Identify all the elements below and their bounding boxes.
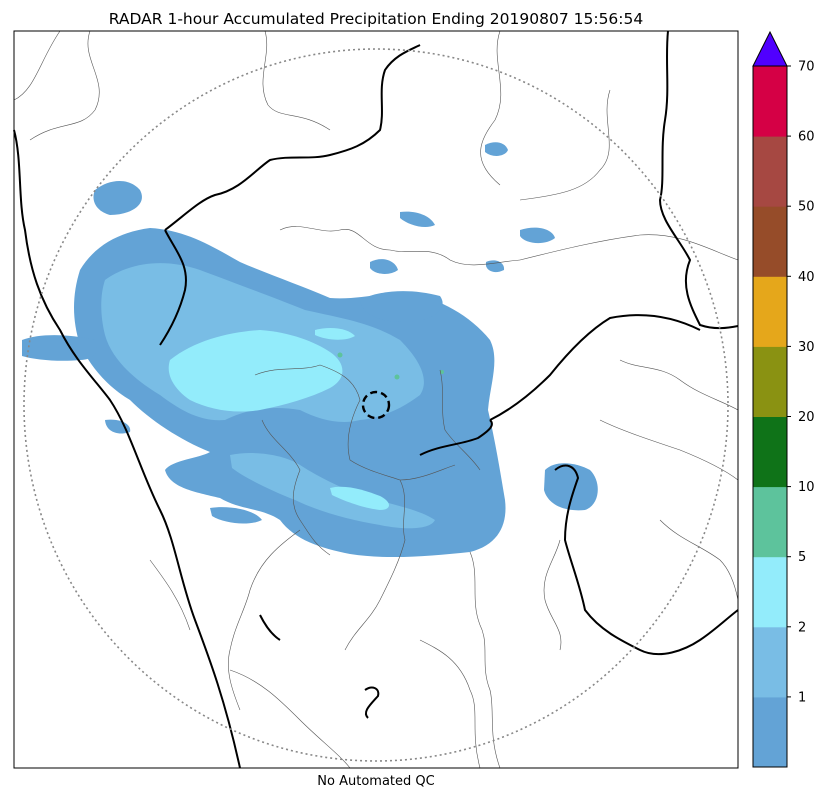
radar-site-marker — [361, 390, 391, 420]
colorbar-tick-label-1: 1 — [798, 690, 806, 705]
colorbar-bin-50-60 — [753, 136, 787, 207]
colorbar-tick-label-60: 60 — [798, 130, 815, 145]
precip-layer-5-10 — [337, 352, 444, 380]
colorbar-tick-label-2: 2 — [798, 620, 806, 635]
colorbar-bin-60-70 — [753, 66, 787, 137]
colorbar-bin-2-5 — [753, 556, 787, 628]
district-boundaries — [13, 30, 739, 769]
colorbar-bin-0-1 — [753, 696, 787, 768]
radar-range-ring — [23, 48, 729, 762]
map-panel — [13, 30, 739, 769]
precip-layer-2-5 — [168, 328, 389, 510]
qc-footer-label: No Automated QC — [317, 774, 434, 789]
colorbar-tick-label-20: 20 — [798, 410, 815, 425]
colorbar-bin-1-2 — [753, 626, 787, 698]
colorbar-tick-label-30: 30 — [798, 340, 815, 355]
colorbar-tick-label-50: 50 — [798, 200, 815, 215]
colorbar-bin-20-30 — [753, 346, 787, 417]
map-frame — [13, 30, 739, 769]
colorbar-bin-10-20 — [753, 416, 787, 488]
colorbar: 1 2 5 10 20 30 40 50 60 70 — [752, 30, 815, 768]
colorbar-extend-arrow — [752, 30, 788, 67]
colorbar-tick-label-10: 10 — [798, 480, 815, 495]
colorbar-bin-40-50 — [753, 206, 787, 277]
colorbar-tick-label-40: 40 — [798, 270, 815, 285]
state-boundaries — [13, 30, 739, 769]
colorbar-tick-label-70: 70 — [798, 60, 815, 75]
colorbar-tick-label-5: 5 — [798, 550, 806, 565]
colorbar-bin-5-10 — [753, 486, 787, 558]
colorbar-bin-30-40 — [753, 276, 787, 347]
plot-title: RADAR 1-hour Accumulated Precipitation E… — [109, 10, 644, 28]
